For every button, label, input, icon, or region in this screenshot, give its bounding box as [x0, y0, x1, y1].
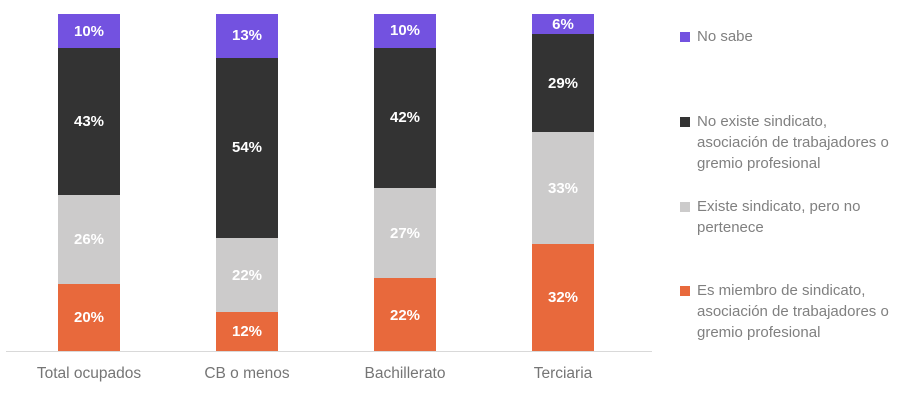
bar-column: 32% 33% 29% 6% [484, 14, 642, 352]
legend-label: No sabe [697, 28, 753, 45]
bar-segment: 13% [216, 14, 278, 58]
bar-segment: 12% [216, 311, 278, 352]
bar-segment: 6% [532, 14, 594, 35]
x-axis-labels: Total ocupados CB o menos Bachillerato Terc… [10, 365, 662, 383]
bar-segment: 22% [374, 278, 436, 352]
segment-value-label: 22% [389, 306, 421, 324]
bar-column: 12% 22% 54% 13% [168, 14, 326, 352]
segment-value-label: 29% [547, 74, 579, 92]
stacked-bar-chart: 20% 26% 43% 10% 12% 22% 54% 13% 22% 27% 42% 10% 32% 3… [6, 14, 662, 383]
segment-value-label: 26% [73, 230, 105, 248]
bar-segment: 26% [58, 194, 120, 284]
plot-area: 20% 26% 43% 10% 12% 22% 54% 13% 22% 27% 42% 10% 32% 3… [6, 14, 662, 352]
bar-segment: 42% [374, 47, 436, 189]
bar-segment: 29% [532, 34, 594, 133]
segment-value-label: 10% [389, 22, 421, 40]
segment-value-label: 43% [73, 113, 105, 131]
stacked-bar: 12% 22% 54% 13% [216, 14, 278, 352]
x-axis-label: Terciaria [533, 365, 593, 382]
segment-value-label: 13% [231, 27, 263, 45]
bar-segment: 10% [58, 14, 120, 49]
x-axis-line [6, 351, 652, 352]
legend-item: No sabe [680, 26, 913, 47]
bar-segment: 43% [58, 48, 120, 195]
segment-value-label: 6% [552, 15, 574, 33]
legend-swatch [680, 32, 690, 42]
segment-value-label: 42% [389, 109, 421, 127]
segment-value-label: 10% [73, 22, 105, 40]
bar-segment: 27% [374, 188, 436, 279]
segment-value-label: 27% [389, 224, 421, 242]
bar-segment: 32% [532, 243, 594, 352]
segment-value-label: 20% [73, 309, 105, 327]
stacked-bar: 32% 33% 29% 6% [532, 14, 594, 352]
segment-value-label: 32% [547, 289, 579, 307]
legend-label: Existe sindicato, pero no pertenece [697, 198, 861, 236]
legend-item: Existe sindicato, pero no pertenece [680, 196, 913, 238]
legend-swatch [680, 202, 690, 212]
bar-segment: 33% [532, 132, 594, 244]
legend-swatch [680, 286, 690, 296]
legend-swatch [680, 117, 690, 127]
bar-segment: 20% [58, 283, 120, 352]
x-axis-label: CB o menos [204, 365, 290, 382]
chart-legend: No sabe No existe sindicato, asociación d… [662, 0, 913, 416]
x-axis-label: Bachillerato [364, 365, 446, 382]
bar-segment: 22% [216, 238, 278, 312]
bar-segment: 10% [374, 14, 436, 48]
bar-column: 20% 26% 43% 10% [10, 14, 168, 352]
segment-value-label: 22% [231, 266, 263, 284]
segment-value-label: 54% [231, 139, 263, 157]
legend-item: No existe sindicato, asociación de traba… [680, 111, 913, 174]
x-axis-label: Total ocupados [36, 365, 142, 382]
stacked-bar: 22% 27% 42% 10% [374, 14, 436, 352]
bar-segment: 54% [216, 57, 278, 239]
legend-label: Es miembro de sindicato, asociación de t… [697, 282, 889, 341]
legend-item: Es miembro de sindicato, asociación de t… [680, 280, 913, 343]
segment-value-label: 33% [547, 179, 579, 197]
legend-label: No existe sindicato, asociación de traba… [697, 113, 889, 172]
bar-column: 22% 27% 42% 10% [326, 14, 484, 352]
segment-value-label: 12% [231, 323, 263, 341]
stacked-bar: 20% 26% 43% 10% [58, 14, 120, 352]
